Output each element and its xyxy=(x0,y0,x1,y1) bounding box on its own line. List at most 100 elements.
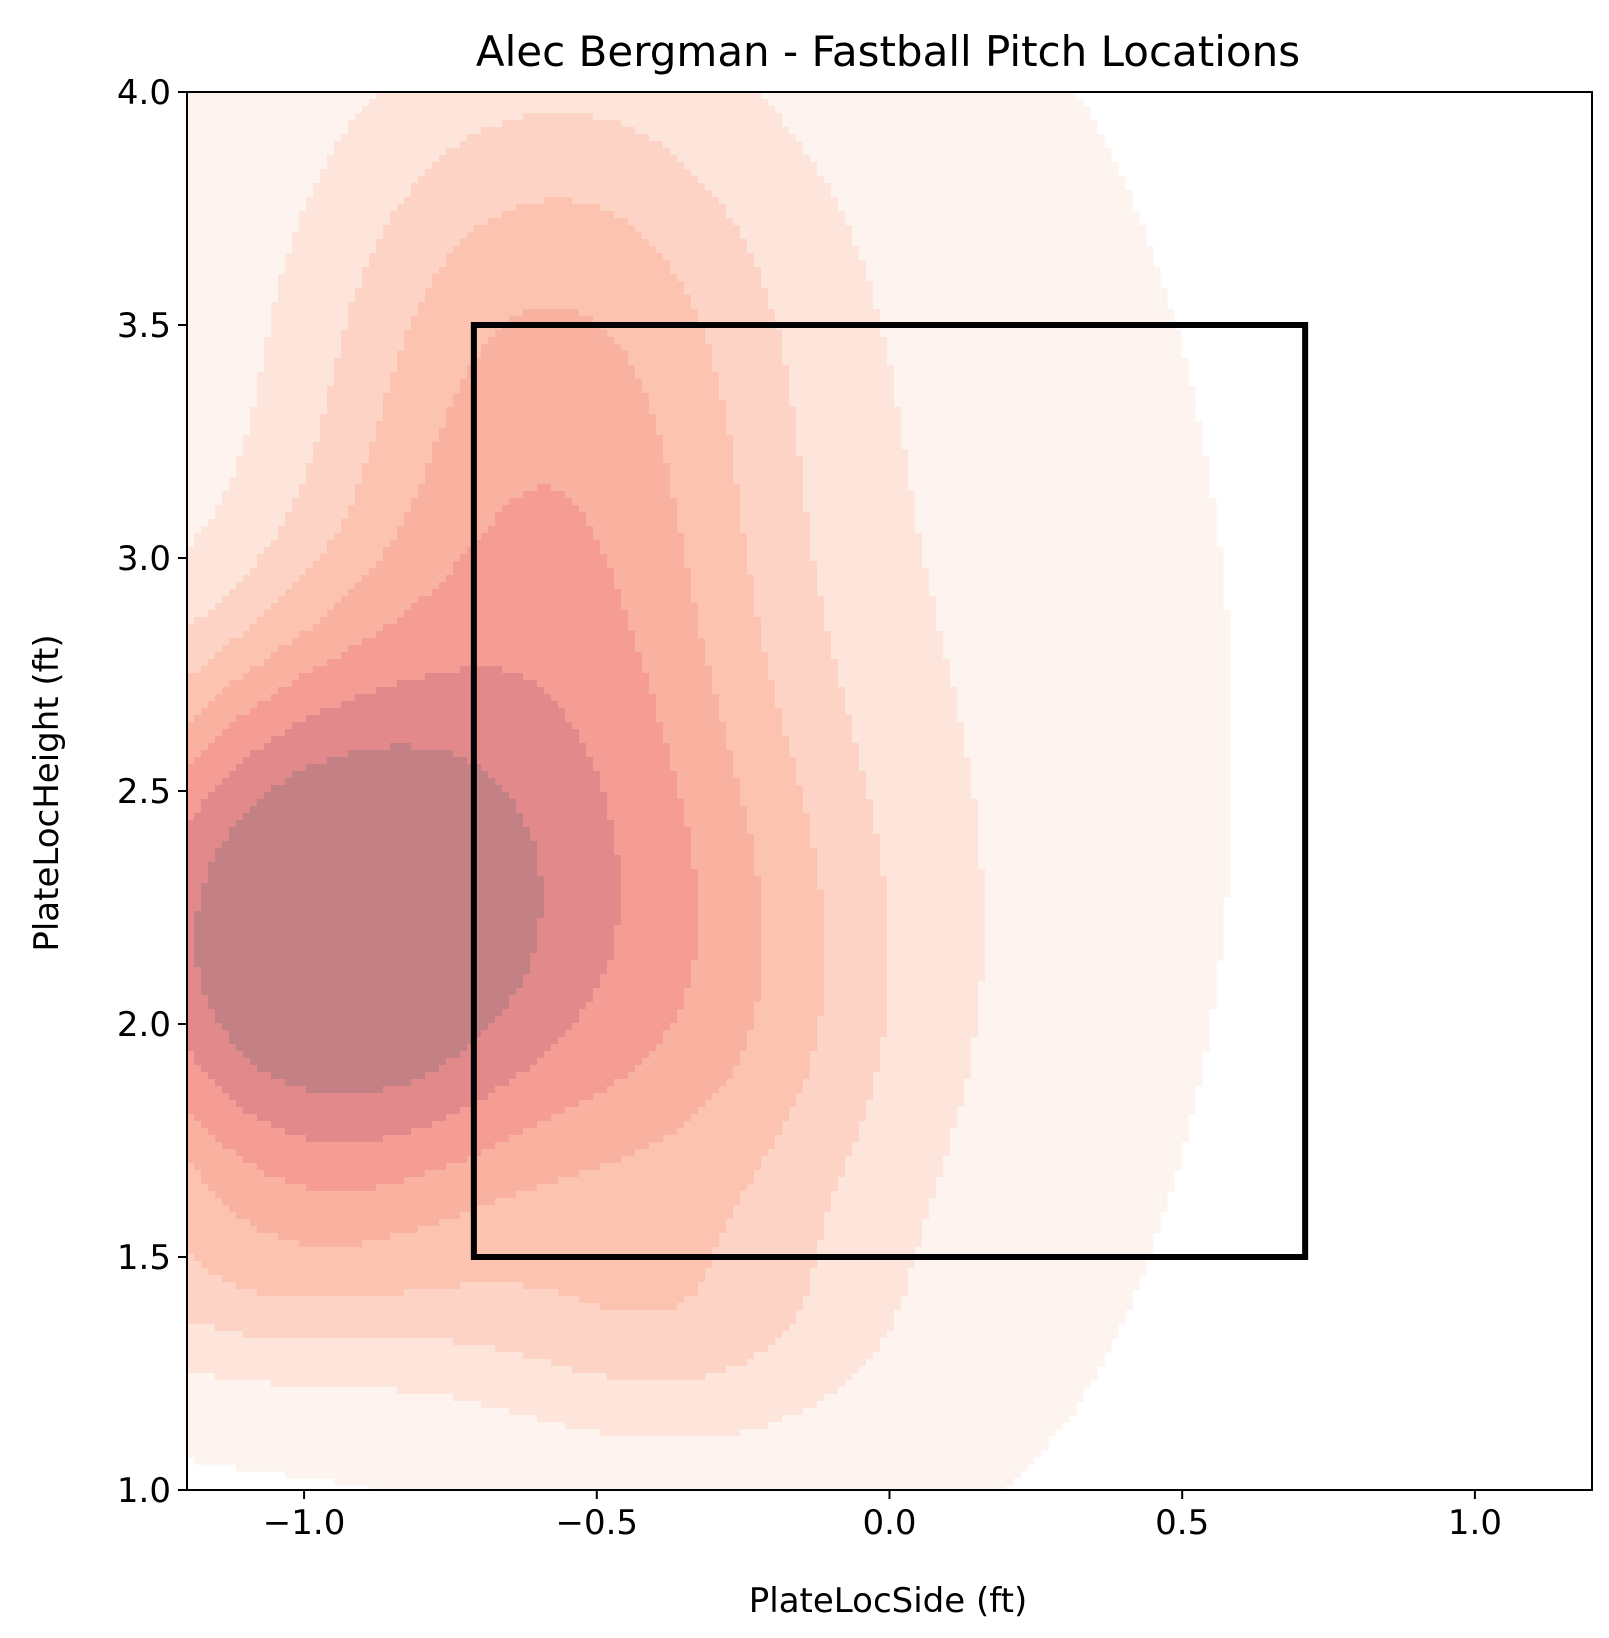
density-cell xyxy=(313,449,370,457)
density-cell xyxy=(614,953,699,961)
density-cell xyxy=(481,1401,818,1409)
density-cell xyxy=(264,337,342,345)
density-cell xyxy=(250,1058,447,1066)
density-cell xyxy=(187,680,230,688)
density-cell xyxy=(817,1240,923,1248)
density-cell xyxy=(768,673,839,681)
density-cell xyxy=(495,512,587,520)
density-cell xyxy=(768,288,874,296)
density-cell xyxy=(537,918,622,926)
density-cell xyxy=(306,764,482,772)
density-cell xyxy=(817,1247,916,1255)
density-cell xyxy=(740,491,804,499)
density-cell xyxy=(320,428,377,436)
density-cell xyxy=(229,638,293,646)
density-cell xyxy=(635,127,790,135)
density-cell xyxy=(215,512,286,520)
density-cell xyxy=(698,904,762,912)
density-cell xyxy=(495,1016,580,1024)
density-cell xyxy=(789,1114,867,1122)
density-cell xyxy=(600,540,685,548)
density-cell xyxy=(187,1023,223,1031)
density-cell xyxy=(530,960,608,968)
density-cell xyxy=(201,988,517,996)
density-cell xyxy=(509,1079,615,1087)
density-cell xyxy=(719,1233,825,1241)
density-cell xyxy=(593,764,671,772)
density-cell xyxy=(453,393,650,401)
density-cell xyxy=(621,883,699,891)
density-cell xyxy=(691,967,762,975)
density-cell xyxy=(747,246,860,254)
density-cell xyxy=(908,463,1210,471)
density-cell xyxy=(761,638,832,646)
density-cell xyxy=(229,680,293,688)
density-cell xyxy=(873,1072,972,1080)
density-cell xyxy=(817,575,930,583)
density-cell xyxy=(908,1289,1133,1297)
density-cell xyxy=(334,365,398,373)
density-cell xyxy=(628,624,699,632)
density-cell xyxy=(201,1121,272,1129)
density-cell xyxy=(194,1058,251,1066)
density-cell xyxy=(187,1443,1049,1451)
density-cell xyxy=(817,568,930,576)
density-cell xyxy=(537,862,622,870)
density-cell xyxy=(901,1296,1133,1304)
density-cell xyxy=(684,1296,804,1304)
density-cell xyxy=(635,645,706,653)
density-cell xyxy=(733,477,804,485)
density-cell xyxy=(187,890,202,898)
density-cell xyxy=(810,155,1112,163)
density-cell xyxy=(677,1016,755,1024)
density-cell xyxy=(817,1016,888,1024)
density-cell xyxy=(187,869,209,877)
density-cell xyxy=(768,302,874,310)
density-cell xyxy=(747,533,811,541)
density-cell xyxy=(201,1065,258,1073)
density-cell xyxy=(285,778,496,786)
density-cell xyxy=(971,1065,1203,1073)
density-cell xyxy=(635,372,720,380)
density-cell xyxy=(810,1072,874,1080)
density-cell xyxy=(607,792,678,800)
density-cell xyxy=(187,1107,244,1115)
density-cell xyxy=(187,421,251,429)
density-cell xyxy=(964,1100,1196,1108)
density-cell xyxy=(691,981,762,989)
density-cell xyxy=(250,806,517,814)
density-cell xyxy=(691,589,755,597)
density-cell xyxy=(523,309,580,317)
density-cell xyxy=(516,1072,629,1080)
density-cell xyxy=(677,778,741,786)
density-cell xyxy=(383,400,454,408)
density-cell xyxy=(887,932,986,940)
density-cell xyxy=(579,309,699,317)
density-cell xyxy=(761,960,825,968)
density-cell xyxy=(432,456,664,464)
density-cell xyxy=(817,848,881,856)
density-cell xyxy=(964,1079,1203,1087)
density-cell xyxy=(670,750,734,758)
density-cell xyxy=(803,799,874,807)
density-cell xyxy=(852,722,965,730)
density-cell xyxy=(670,1023,755,1031)
density-cell xyxy=(712,190,832,198)
density-cell xyxy=(712,1261,818,1269)
density-cell xyxy=(621,596,692,604)
density-cell xyxy=(425,1170,580,1178)
density-cell xyxy=(313,442,370,450)
density-cell xyxy=(187,463,237,471)
density-cell xyxy=(740,519,811,527)
density-cell xyxy=(460,141,664,149)
density-cell xyxy=(866,260,1154,268)
density-cell xyxy=(642,232,741,240)
density-cell xyxy=(187,1387,398,1395)
density-cell xyxy=(187,638,230,646)
density-cell xyxy=(670,267,762,275)
density-cell xyxy=(719,386,790,394)
density-cell xyxy=(796,421,902,429)
density-cell xyxy=(649,673,713,681)
density-cell xyxy=(838,680,951,688)
density-cell xyxy=(187,617,195,625)
